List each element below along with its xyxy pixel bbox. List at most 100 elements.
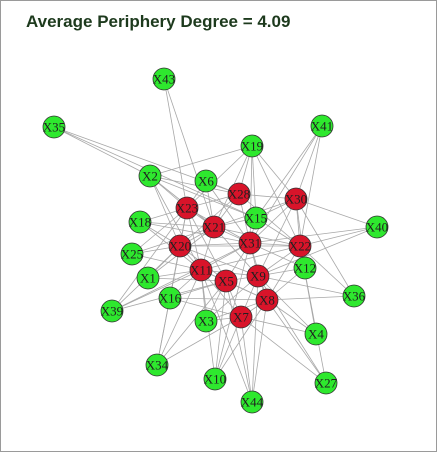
node-circle-x20 bbox=[168, 234, 192, 258]
node-x27: X27 bbox=[314, 371, 338, 395]
node-x18: X18 bbox=[128, 210, 152, 234]
node-label-x25: X25 bbox=[121, 247, 143, 262]
edge-X20-X9 bbox=[179, 245, 259, 277]
edge-X19-X30 bbox=[251, 145, 297, 200]
node-x1: X1 bbox=[136, 266, 160, 290]
node-label-x39: X39 bbox=[101, 304, 123, 319]
node-label-x35: X35 bbox=[43, 120, 65, 135]
edge-X18-X21 bbox=[139, 221, 215, 228]
edge-X2-X11 bbox=[149, 175, 202, 271]
node-x4: X4 bbox=[304, 322, 328, 346]
node-x34: X34 bbox=[145, 353, 169, 377]
node-label-x16: X16 bbox=[159, 291, 182, 306]
edge-X19-X22 bbox=[251, 145, 301, 247]
edge-X36-X30 bbox=[295, 198, 355, 297]
node-circle-x11 bbox=[189, 258, 213, 282]
node-x20: X20 bbox=[168, 234, 192, 258]
node-x40: X40 bbox=[365, 215, 389, 239]
node-x19: X19 bbox=[240, 134, 264, 158]
node-x28: X28 bbox=[227, 182, 251, 206]
edge-X40-X22 bbox=[299, 226, 378, 247]
node-label-x19: X19 bbox=[241, 139, 263, 154]
edge-X10-X8 bbox=[214, 299, 268, 380]
edge-X44-X11 bbox=[200, 269, 253, 403]
edge-X40-X30 bbox=[295, 198, 378, 228]
node-circle-x10 bbox=[203, 367, 227, 391]
node-circle-x43 bbox=[152, 67, 176, 91]
node-label-x30: X30 bbox=[285, 192, 307, 207]
node-x5: X5 bbox=[214, 269, 238, 293]
node-x31: X31 bbox=[238, 231, 262, 255]
chart-title: Average Periphery Degree = 4.09 bbox=[26, 12, 291, 31]
node-circle-x21 bbox=[202, 215, 226, 239]
node-circle-x39 bbox=[100, 299, 124, 323]
edge-X3-X9 bbox=[205, 275, 259, 322]
edge-X36-X22 bbox=[299, 245, 355, 297]
node-x10: X10 bbox=[203, 367, 227, 391]
edge-X27-X8 bbox=[266, 299, 327, 384]
node-circle-x19 bbox=[240, 134, 264, 158]
edge-X41-X30 bbox=[295, 125, 323, 200]
node-x21: X21 bbox=[202, 215, 226, 239]
edge-X25-X11 bbox=[131, 253, 202, 271]
edge-X44-X8 bbox=[251, 299, 268, 403]
node-circle-x34 bbox=[145, 353, 169, 377]
node-x12: X12 bbox=[293, 256, 317, 280]
node-circle-x36 bbox=[342, 284, 366, 308]
node-label-x40: X40 bbox=[366, 220, 388, 235]
node-circle-x27 bbox=[314, 371, 338, 395]
node-label-x41: X41 bbox=[311, 119, 333, 134]
node-circle-x25 bbox=[120, 242, 144, 266]
node-circle-x4 bbox=[304, 322, 328, 346]
edge-X40-X9 bbox=[257, 226, 378, 277]
edge-X43-X21 bbox=[163, 78, 215, 228]
node-label-x9: X9 bbox=[250, 269, 266, 284]
edge-X35-X2 bbox=[53, 126, 151, 177]
edge-X30-X9 bbox=[257, 198, 297, 277]
edge-X44-X5 bbox=[225, 280, 253, 403]
node-circle-x23 bbox=[175, 196, 199, 220]
edge-X31-X20 bbox=[179, 242, 251, 247]
edge-X19-X23 bbox=[186, 145, 253, 209]
node-circle-x18 bbox=[128, 210, 152, 234]
node-x22: X22 bbox=[288, 234, 312, 258]
node-label-x27: X27 bbox=[315, 376, 338, 391]
edge-X1-X5 bbox=[147, 277, 227, 282]
node-circle-x9 bbox=[246, 264, 270, 288]
node-circle-x31 bbox=[238, 231, 262, 255]
node-label-x21: X21 bbox=[203, 220, 225, 235]
node-label-x3: X3 bbox=[198, 314, 214, 329]
node-label-x1: X1 bbox=[140, 271, 156, 286]
node-label-x5: X5 bbox=[218, 274, 234, 289]
node-x44: X44 bbox=[240, 390, 264, 414]
node-label-x18: X18 bbox=[129, 215, 151, 230]
node-circle-x15 bbox=[244, 206, 268, 230]
edge-X19-X15 bbox=[251, 145, 257, 219]
node-x35: X35 bbox=[42, 115, 66, 139]
edge-X41-X15 bbox=[255, 125, 323, 219]
node-circle-x44 bbox=[240, 390, 264, 414]
node-label-x36: X36 bbox=[343, 289, 366, 304]
edge-X4-X9 bbox=[257, 275, 317, 335]
node-x30: X30 bbox=[284, 187, 308, 211]
node-x39: X39 bbox=[100, 299, 124, 323]
node-label-x12: X12 bbox=[294, 261, 316, 276]
edge-X39-X31 bbox=[111, 242, 251, 312]
node-x11: X11 bbox=[189, 258, 213, 282]
node-label-x4: X4 bbox=[308, 327, 324, 342]
node-label-x43: X43 bbox=[153, 72, 175, 87]
node-x7: X7 bbox=[229, 305, 253, 329]
node-x9: X9 bbox=[246, 264, 270, 288]
node-circle-x1 bbox=[136, 266, 160, 290]
edge-X34-X5 bbox=[156, 280, 227, 366]
edge-X2-X20 bbox=[149, 175, 181, 247]
edge-X6-X31 bbox=[205, 180, 251, 244]
edge-X19-X2 bbox=[149, 145, 253, 177]
node-circle-x40 bbox=[365, 215, 389, 239]
node-circle-x30 bbox=[284, 187, 308, 211]
node-circle-x22 bbox=[288, 234, 312, 258]
node-label-x31: X31 bbox=[239, 236, 261, 251]
node-x6: X6 bbox=[194, 169, 218, 193]
edge-X43-X23 bbox=[163, 78, 188, 209]
